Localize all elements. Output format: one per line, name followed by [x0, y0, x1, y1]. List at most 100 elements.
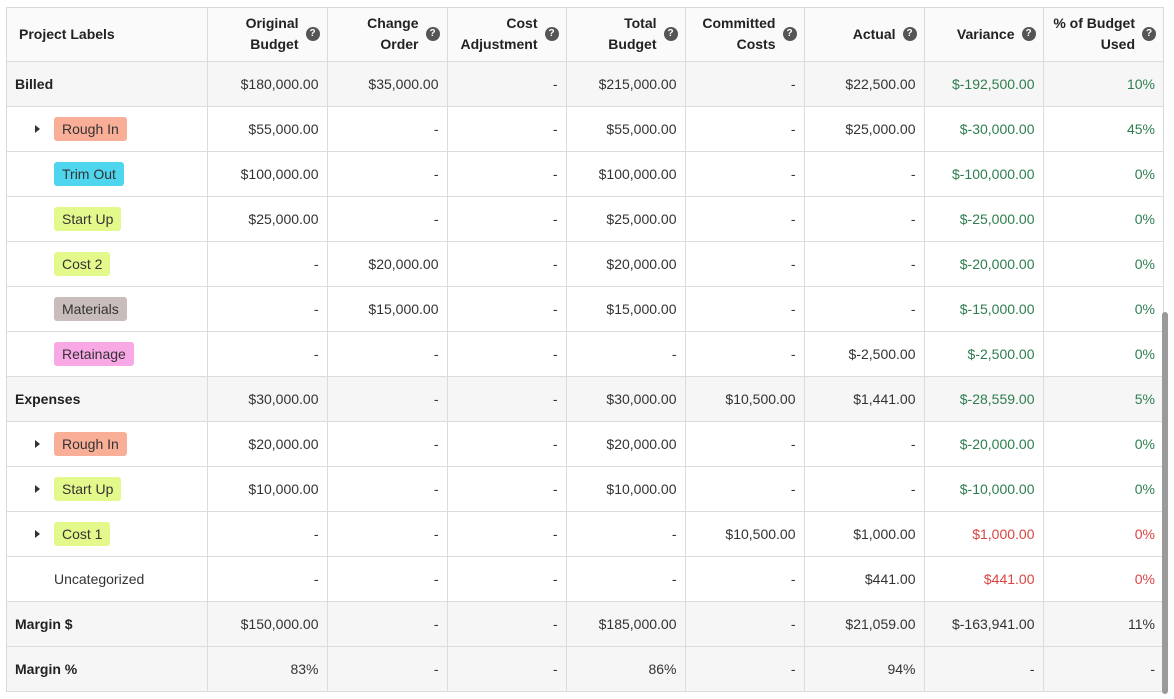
change-order-cell: $35,000.00	[327, 61, 448, 107]
row-label-cell: Expenses	[7, 376, 208, 422]
actual-cell: -	[804, 151, 925, 197]
budget-used-percent-cell: 0%	[1043, 241, 1163, 287]
variance-cell: $1,000.00	[924, 511, 1044, 557]
row-label-cell: Margin $	[7, 601, 208, 647]
caret-right-icon[interactable]	[35, 124, 40, 133]
total-budget-cell: 86%	[566, 646, 686, 692]
question-circle-icon[interactable]: ?	[1142, 27, 1156, 42]
total-budget-cell: -	[566, 511, 686, 557]
table-row[interactable]: Cost 1- - - - $10,500.00 $1,000.00 $1,000.00 0%	[7, 511, 1163, 557]
variance-cell: $-30,000.00	[924, 106, 1044, 152]
caret-right-icon[interactable]	[35, 529, 40, 538]
original-budget-cell: $10,000.00	[207, 466, 328, 512]
change-order-cell: $20,000.00	[327, 241, 448, 287]
change-order-cell: -	[327, 511, 448, 557]
actual-cell: -	[804, 241, 925, 287]
change-order-cell: -	[327, 376, 448, 422]
committed-costs-cell: -	[685, 196, 805, 242]
variance-cell: $-15,000.00	[924, 286, 1044, 332]
original-budget-cell: -	[207, 286, 328, 332]
original-budget-cell: 83%	[207, 646, 328, 692]
table-row: Uncategorized - - - - - $441.00 $441.00 0%	[7, 556, 1163, 602]
budget-used-percent-cell: 45%	[1043, 106, 1163, 152]
question-circle-icon[interactable]: ?	[902, 27, 917, 42]
original-budget-cell: -	[207, 331, 328, 377]
actual-cell: $-2,500.00	[804, 331, 925, 377]
committed-costs-cell: -	[685, 601, 805, 647]
table-row[interactable]: Start Up $10,000.00- - $10,000.00- - $-10,000…	[7, 466, 1163, 512]
table-row: Start Up $25,000.00- - $25,000.00- - $-25,000…	[7, 196, 1163, 242]
row-label-cell: Uncategorized	[7, 556, 208, 602]
column-header-cost-adjustment[interactable]: Cost Adjustment?	[447, 8, 567, 62]
variance-cell: $-100,000.00	[924, 151, 1044, 197]
question-circle-icon[interactable]: ?	[544, 27, 559, 42]
column-header-actual[interactable]: Actual?	[804, 8, 925, 62]
variance-cell: $-163,941.00	[924, 601, 1044, 647]
group-label: Margin %	[15, 660, 78, 677]
table-row[interactable]: Rough In $55,000.00- - $55,000.00- $25,000.0…	[7, 106, 1163, 152]
group-row: Billed $180,000.00 $35,000.00- $215,000.00-…	[7, 61, 1163, 107]
total-budget-cell: $15,000.00	[566, 286, 686, 332]
actual-cell: 94%	[804, 646, 925, 692]
original-budget-cell: $100,000.00	[207, 151, 328, 197]
column-header-label: Actual	[852, 25, 896, 42]
total-budget-cell: $100,000.00	[566, 151, 686, 197]
question-circle-icon[interactable]: ?	[782, 27, 797, 42]
change-order-cell: -	[327, 646, 448, 692]
change-order-cell: -	[327, 106, 448, 152]
row-label-cell: Trim Out	[7, 151, 208, 197]
table-row: Retainage - - - - - $-2,500.00 $-2,500.00 0%	[7, 331, 1163, 377]
cost-adjustment-cell: -	[447, 151, 567, 197]
row-label-cell: Start Up	[7, 466, 208, 512]
cost-adjustment-cell: -	[447, 106, 567, 152]
column-header-project-labels[interactable]: Project Labels	[7, 8, 208, 62]
total-budget-cell: $10,000.00	[566, 466, 686, 512]
row-label-cell: Rough In	[7, 106, 208, 152]
table-row[interactable]: Rough In $20,000.00- - $20,000.00- - $-20,000…	[7, 421, 1163, 467]
column-header-committed-costs[interactable]: Committed Costs?	[685, 8, 805, 62]
column-header-original-budget[interactable]: Original Budget?	[207, 8, 328, 62]
change-order-cell: $15,000.00	[327, 286, 448, 332]
committed-costs-cell: -	[685, 421, 805, 467]
project-label-tag: Start Up	[54, 206, 122, 231]
original-budget-cell: $30,000.00	[207, 376, 328, 422]
column-header-label: Variance	[956, 25, 1015, 42]
actual-cell: $1,000.00	[804, 511, 925, 557]
question-circle-icon[interactable]: ?	[425, 27, 440, 42]
scrollbar-thumb[interactable]	[1162, 312, 1168, 694]
row-label-cell: Start Up	[7, 196, 208, 242]
row-label-cell: Retainage	[7, 331, 208, 377]
question-circle-icon[interactable]: ?	[305, 27, 320, 42]
caret-right-icon[interactable]	[35, 484, 40, 493]
caret-right-icon[interactable]	[35, 439, 40, 448]
budget-table-container: Project Labels Original Budget? Change Ord…	[6, 7, 1164, 692]
project-label-tag: Cost 2	[54, 251, 111, 276]
budget-used-percent-cell: 0%	[1043, 286, 1163, 332]
budget-used-percent-cell: 0%	[1043, 196, 1163, 242]
change-order-cell: -	[327, 331, 448, 377]
column-header-change-order[interactable]: Change Order?	[327, 8, 448, 62]
original-budget-cell: $180,000.00	[207, 61, 328, 107]
table-header-row: Project Labels Original Budget? Change Ord…	[7, 8, 1163, 62]
committed-costs-cell: -	[685, 646, 805, 692]
variance-cell: $-2,500.00	[924, 331, 1044, 377]
variance-cell: $-20,000.00	[924, 241, 1044, 287]
total-budget-cell: $55,000.00	[566, 106, 686, 152]
original-budget-cell: $25,000.00	[207, 196, 328, 242]
column-header-total-budget[interactable]: Total Budget?	[566, 8, 686, 62]
row-label-cell: Cost 2	[7, 241, 208, 287]
cost-adjustment-cell: -	[447, 466, 567, 512]
variance-cell: $-25,000.00	[924, 196, 1044, 242]
question-circle-icon[interactable]: ?	[1021, 27, 1036, 42]
cost-adjustment-cell: -	[447, 601, 567, 647]
original-budget-cell: $20,000.00	[207, 421, 328, 467]
variance-cell: $-192,500.00	[924, 61, 1044, 107]
column-header-variance[interactable]: Variance?	[924, 8, 1044, 62]
committed-costs-cell: -	[685, 466, 805, 512]
total-budget-cell: $20,000.00	[566, 241, 686, 287]
variance-cell: $441.00	[924, 556, 1044, 602]
row-label-cell: Billed	[7, 61, 208, 107]
question-circle-icon[interactable]: ?	[663, 27, 678, 42]
column-header--of-budget-used[interactable]: % of Budget Used?	[1043, 8, 1163, 62]
project-label-tag: Rough In	[54, 116, 127, 141]
